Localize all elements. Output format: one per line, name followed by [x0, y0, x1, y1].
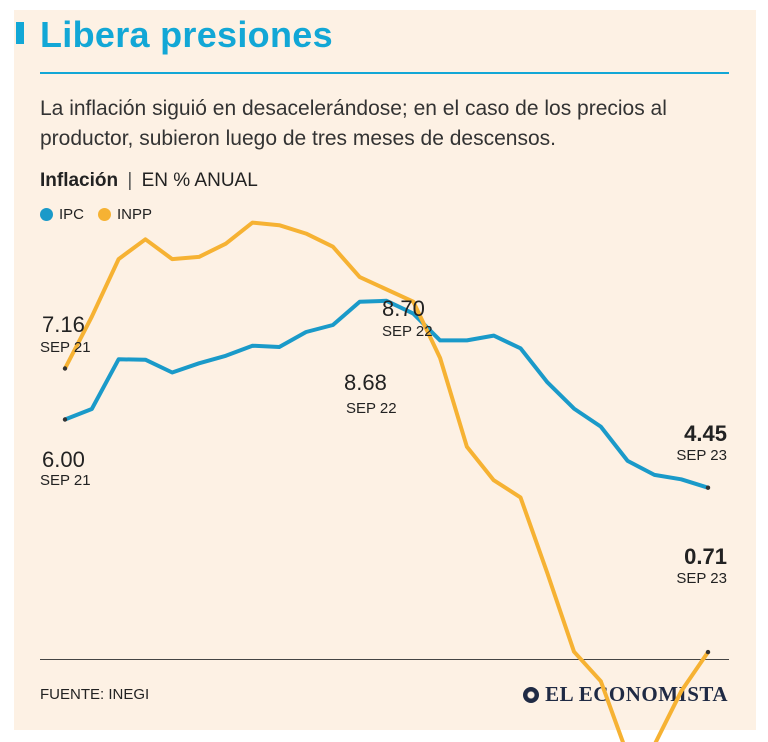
- title-accent-bar: [16, 22, 24, 44]
- title-rule: [40, 72, 729, 74]
- annotation-date-4: SEP 23: [676, 447, 727, 464]
- legend-label-inpp: INPP: [117, 206, 153, 223]
- page-title: Libera presiones: [40, 14, 333, 55]
- legend-item-ipc: IPC: [40, 206, 84, 223]
- annotation-date-3: SEP 22: [346, 400, 397, 417]
- point-inpp-23: [705, 649, 711, 655]
- annotation-date-0: SEP 21: [40, 339, 91, 356]
- infographic-card: Libera presiones La inflación siguió en …: [14, 10, 756, 730]
- annotation-date-5: SEP 23: [676, 570, 727, 587]
- legend-swatch-inpp: [98, 208, 112, 221]
- annotation-value-5: 0.71: [684, 544, 727, 569]
- brand-name: EL ECONOMISTA: [545, 682, 728, 706]
- point-inpp-0: [62, 366, 68, 371]
- chart-heading: Inflación | EN % ANUAL: [40, 170, 258, 192]
- annotation-value-0: 7.16: [42, 312, 85, 337]
- legend-swatch-ipc: [40, 208, 53, 221]
- annotation-value-4: 4.45: [684, 421, 727, 446]
- annotation-value-2: 8.70: [382, 296, 425, 321]
- point-ipc-0: [62, 417, 68, 422]
- brand-icon: [523, 686, 540, 703]
- point-ipc-24: [705, 485, 711, 490]
- brand-logo: EL ECONOMISTA: [523, 682, 728, 707]
- footer-rule: [40, 659, 729, 660]
- annotation-date-2: SEP 22: [382, 323, 433, 340]
- chart-heading-separator: |: [127, 170, 133, 191]
- annotation-value-3: 8.68: [344, 370, 387, 395]
- legend-label-ipc: IPC: [59, 206, 85, 223]
- legend-item-inpp: INPP: [98, 206, 152, 223]
- series-line-ipc: [63, 298, 710, 490]
- series-layer: [62, 220, 711, 742]
- annotation-value-1: 6.00: [42, 447, 85, 472]
- annotation-date-1: SEP 21: [40, 472, 91, 489]
- series-line-inpp: [63, 220, 710, 742]
- chart-legend: IPC INPP: [40, 206, 166, 223]
- chart-heading-unit: EN % ANUAL: [141, 170, 258, 191]
- subtitle: La inflación siguió en desacelerándose; …: [40, 97, 667, 150]
- source-note: FUENTE: INEGI: [40, 686, 150, 703]
- chart-heading-label: Inflación: [40, 170, 119, 191]
